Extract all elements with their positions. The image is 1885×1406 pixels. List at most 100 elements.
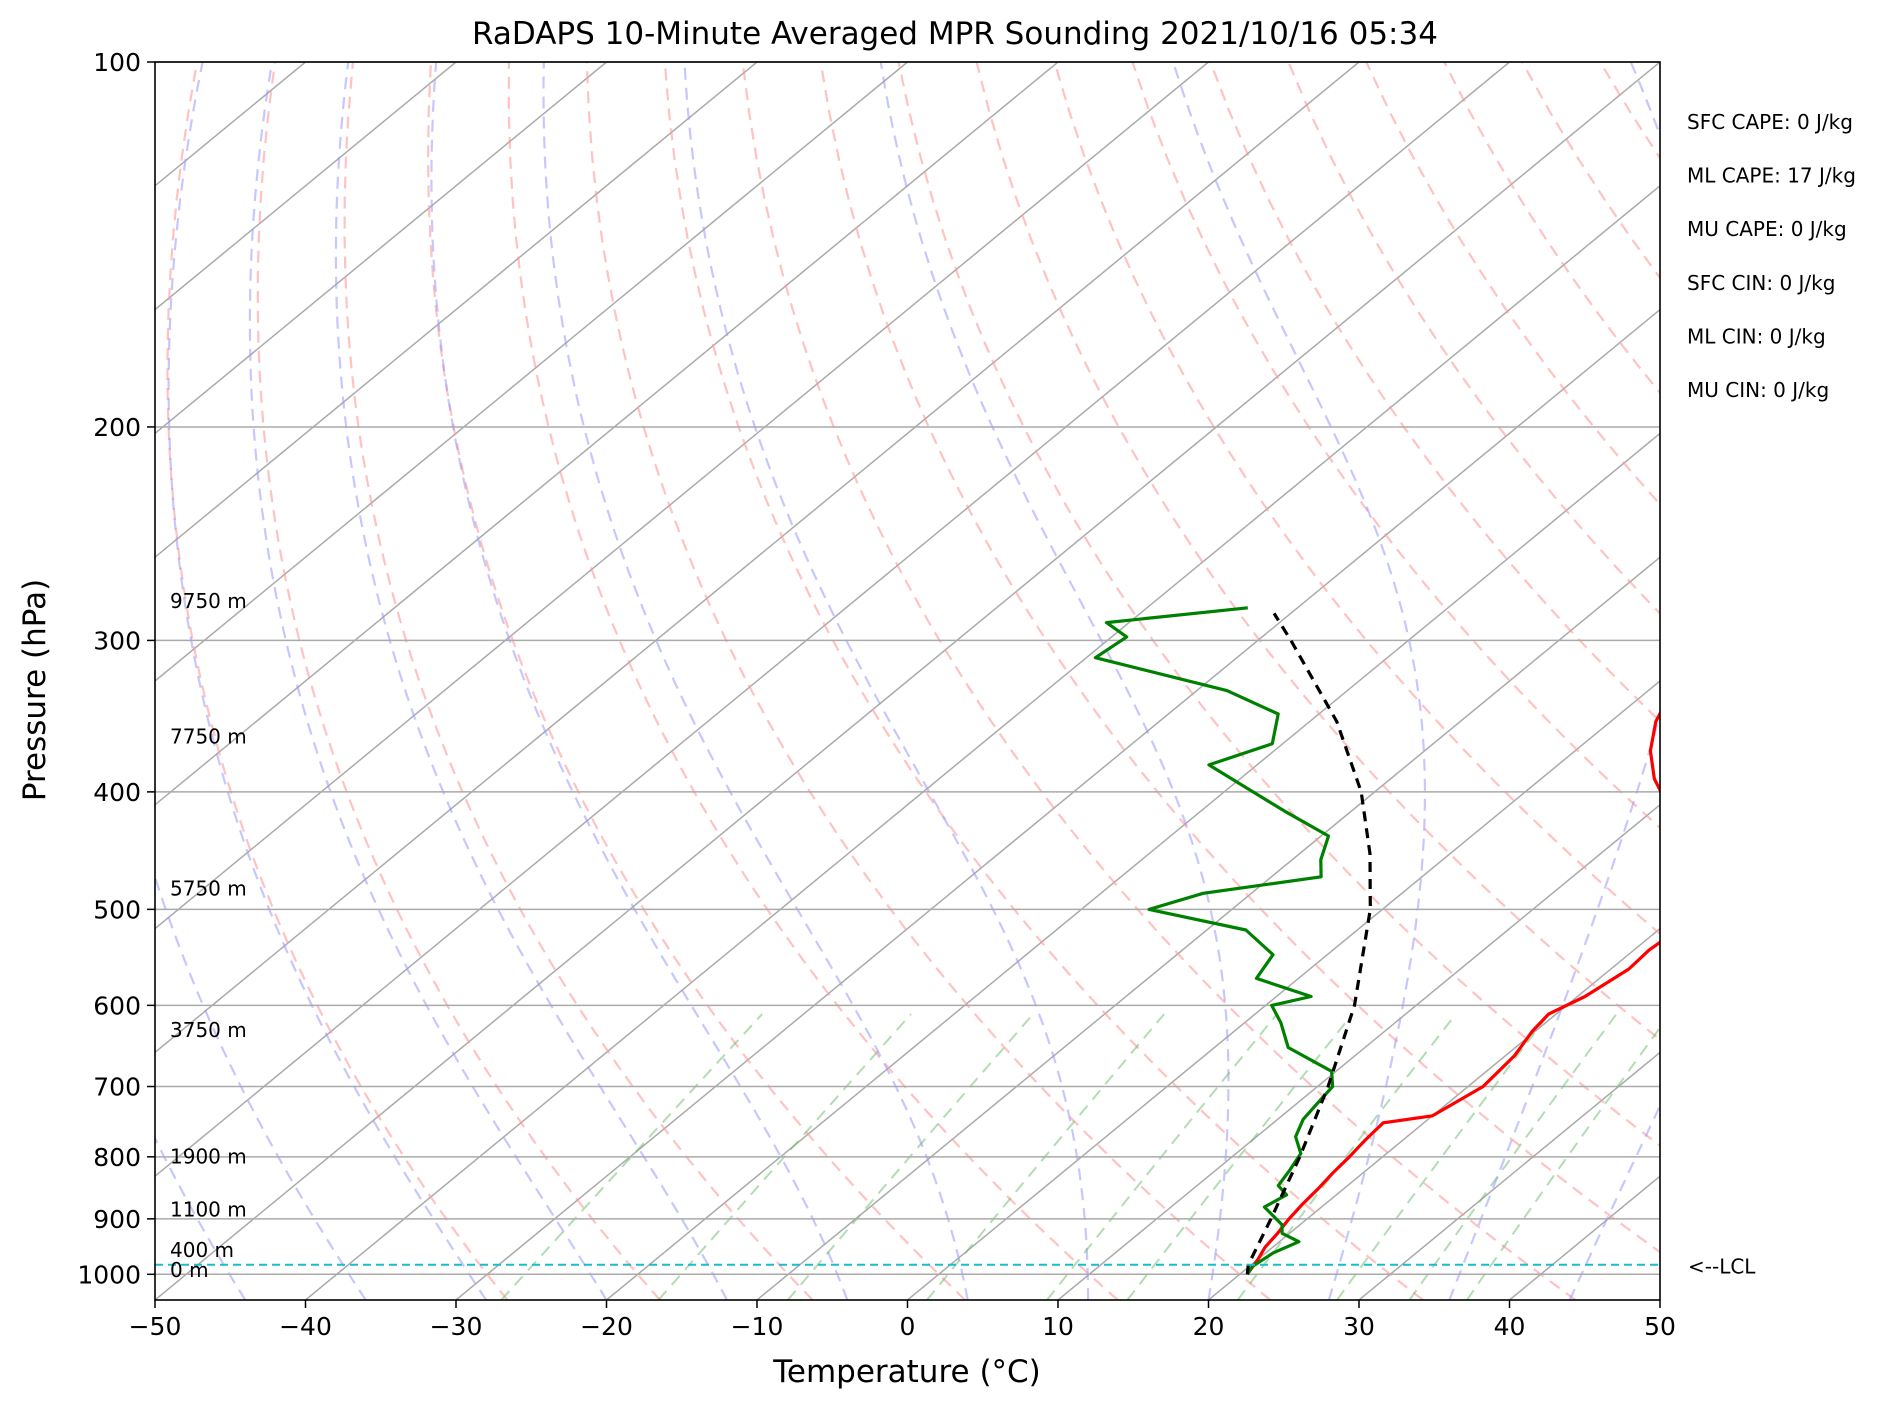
moist-adiabat-line <box>155 873 367 1300</box>
isotherm-line <box>0 62 5 1300</box>
isotherm-line <box>1358 1051 1660 1300</box>
x-tick-label: 20 <box>1193 1312 1225 1341</box>
height-label: 400 m <box>170 1238 234 1262</box>
isotherm-line <box>155 62 1660 1300</box>
height-label: 0 m <box>170 1258 209 1282</box>
mixing-ratio-line <box>1126 1013 1354 1300</box>
mixing-ratio-line <box>787 1013 1034 1300</box>
mixing-ratio-line <box>1336 1013 1550 1300</box>
isotherm-line <box>155 62 1059 806</box>
dry-adiabat-line <box>1365 62 1660 506</box>
mixing-ratio-line <box>1408 1013 1618 1300</box>
annotations: <--LCL 9750 m 7750 m 5750 m 3750 m 1900 m 1100… <box>170 110 1856 1282</box>
isotherm-line <box>155 62 1510 1178</box>
index-label: SFC CAPE: 0 J/kg <box>1687 110 1853 134</box>
x-tick-label: −10 <box>731 1312 784 1341</box>
y-tick-label: 500 <box>93 895 141 924</box>
moist-adiabat-line <box>1568 1103 1660 1300</box>
isotherm-line <box>1659 1299 1660 1300</box>
temperature-line <box>1245 710 1660 1276</box>
isotherm-line <box>1509 1175 1660 1300</box>
isotherm-line <box>155 62 607 435</box>
moist-adiabat-line <box>1172 62 1427 1300</box>
moist-adiabat-line <box>430 62 849 1300</box>
x-tick-label: 50 <box>1644 1312 1676 1341</box>
y-tick-label: 400 <box>93 778 141 807</box>
x-tick-label: 40 <box>1494 1312 1526 1341</box>
dry-adiabat-line <box>1053 62 1660 936</box>
dry-adiabat-line <box>1521 62 1660 280</box>
pressure-gridlines <box>155 61 1660 1276</box>
mixing-ratio-line <box>1046 1013 1278 1300</box>
y-tick-label: 300 <box>93 626 141 655</box>
height-label: 3750 m <box>170 1018 247 1042</box>
index-label: MU CAPE: 0 J/kg <box>1687 217 1847 241</box>
mixing-ratio-line <box>1236 1013 1457 1300</box>
y-tick-label: 900 <box>93 1205 141 1234</box>
isotherm-line <box>155 62 1209 930</box>
index-label: ML CAPE: 17 J/kg <box>1687 164 1856 188</box>
axes: −50 −40 −30 −20 −10 0 10 20 30 40 50 100 200 300 400 50… <box>77 48 1676 1341</box>
dry-adiabat-line <box>1834 62 1885 1300</box>
chart-title: RaDAPS 10-Minute Averaged MPR Sounding 2… <box>472 16 1438 52</box>
dry-adiabat-line <box>507 62 1119 1300</box>
moist-adiabat-line <box>879 62 1230 1300</box>
dry-adiabat-line <box>585 62 1272 1300</box>
isotherm-line <box>305 184 1660 1300</box>
height-label: 1100 m <box>170 1197 247 1221</box>
height-label: 1900 m <box>170 1144 247 1168</box>
index-label: ML CIN: 0 J/kg <box>1687 324 1826 348</box>
x-axis-label: Temperature (°C) <box>772 1354 1041 1390</box>
dry-adiabat-line <box>426 62 966 1300</box>
y-axis-label: Pressure (hPa) <box>17 579 53 801</box>
moist-adiabat-line <box>1448 62 1660 1300</box>
dry-adiabat-line <box>975 62 1660 1042</box>
moist-adiabat-line <box>683 62 1090 1300</box>
dry-adiabat-line <box>1599 62 1660 161</box>
lcl-label: <--LCL <box>1688 1255 1756 1279</box>
dry-adiabat-line <box>1287 62 1660 616</box>
dry-adiabat-line <box>741 62 1577 1300</box>
y-tick-label: 800 <box>93 1143 141 1172</box>
isotherm-line <box>1208 927 1660 1300</box>
isotherm-line <box>155 62 1360 1054</box>
isotherm-line <box>155 62 457 311</box>
height-label: 7750 m <box>170 725 247 749</box>
dry-adiabat-line <box>819 62 1660 1254</box>
isotherm-line <box>606 432 1660 1300</box>
index-label: SFC CIN: 0 J/kg <box>1687 271 1835 295</box>
mixing-ratio-line <box>926 1013 1165 1300</box>
y-tick-label: 1000 <box>77 1260 141 1289</box>
mixing-ratio-line <box>1466 1026 1660 1300</box>
moist-adiabat-line <box>542 62 969 1300</box>
dry-adiabat-line <box>897 62 1660 1147</box>
height-label: 9750 m <box>170 589 247 613</box>
y-tick-label: 100 <box>93 48 141 77</box>
y-tick-label: 200 <box>93 413 141 442</box>
isotherm-line <box>1057 803 1660 1300</box>
sounding-profiles <box>155 606 1660 1276</box>
y-tick-label: 600 <box>93 991 141 1020</box>
x-tick-label: −40 <box>279 1312 332 1341</box>
isotherm-line <box>155 62 908 682</box>
dry-adiabat-line <box>166 62 509 1300</box>
moist-adiabat-line <box>334 62 728 1300</box>
isotherm-line <box>155 62 758 559</box>
dry-adiabat-line <box>1678 62 1885 1300</box>
dry-adiabat-line <box>343 62 814 1300</box>
isotherm-line <box>907 680 1660 1300</box>
mixing-ratio-line <box>500 1013 763 1300</box>
dry-adiabat-line <box>1756 62 1885 1300</box>
dry-adiabat-line <box>256 62 661 1300</box>
parcel-profile-line <box>1245 612 1372 1275</box>
x-tick-label: 30 <box>1343 1312 1375 1341</box>
dewpoint-line <box>1093 606 1335 1276</box>
x-tick-label: −20 <box>580 1312 633 1341</box>
x-tick-label: 0 <box>900 1312 916 1341</box>
moist-adiabat-line <box>248 62 608 1300</box>
x-tick-label: −30 <box>430 1312 483 1341</box>
isotherm-line <box>455 308 1660 1300</box>
y-tick-label: 700 <box>93 1073 141 1102</box>
isotherm-line <box>756 556 1660 1300</box>
